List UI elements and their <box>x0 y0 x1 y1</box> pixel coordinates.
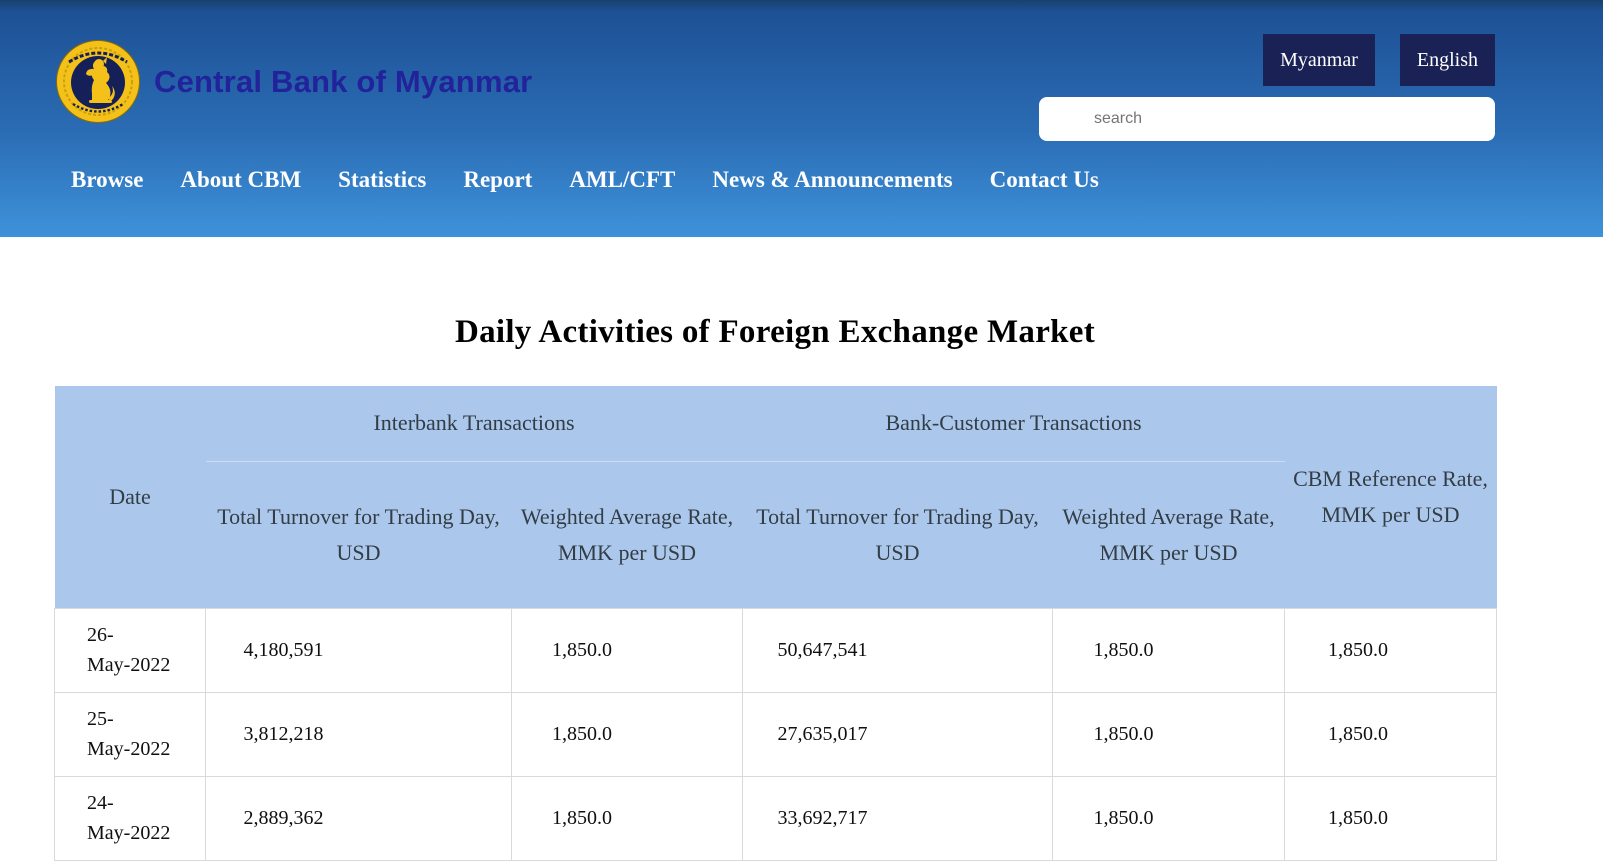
cell-interbank-rate: 1,850.0 <box>511 691 743 777</box>
nav-item-report[interactable]: Report <box>463 167 533 192</box>
page-title: Daily Activities of Foreign Exchange Mar… <box>454 314 1096 350</box>
cell-date: 26- May-2022 <box>54 607 206 693</box>
table-header: Date Interbank Transactions Bank-Custome… <box>54 386 1497 608</box>
cell-interbank-rate: 1,850.0 <box>511 775 743 861</box>
cell-bank-customer-turnover: 33,692,717 <box>742 775 1053 861</box>
date-line2: May-2022 <box>87 822 171 844</box>
column-header-bank-customer-rate: Weighted Average Rate, MMK per USD <box>1052 461 1285 608</box>
cell-interbank-rate: 1,850.0 <box>511 607 743 693</box>
cell-date: 25- May-2022 <box>54 691 206 777</box>
cell-cbm-reference-rate: 1,850.0 <box>1284 607 1497 693</box>
cell-bank-customer-rate: 1,850.0 <box>1052 607 1285 693</box>
fx-daily-activities-table: Date Interbank Transactions Bank-Custome… <box>54 386 1497 861</box>
nav-item-about-cbm[interactable]: About CBM <box>180 167 302 192</box>
cbm-ref-header-line1: CBM Reference Rate, <box>1293 465 1488 491</box>
group-header-interbank: Interbank Transactions <box>205 386 743 462</box>
nav-item-contact-us[interactable]: Contact Us <box>989 167 1099 192</box>
cell-interbank-turnover: 2,889,362 <box>205 775 512 861</box>
cell-date: 24- May-2022 <box>54 775 206 861</box>
date-line2: May-2022 <box>87 654 171 676</box>
site-header: Central Bank of Myanmar Myanmar English … <box>0 0 1603 237</box>
column-header-interbank-turnover: Total Turnover for Trading Day, USD <box>205 461 512 608</box>
cell-cbm-reference-rate: 1,850.0 <box>1284 775 1497 861</box>
table-row: 24- May-2022 2,889,362 1,850.0 33,692,71… <box>54 775 1497 861</box>
turnover-header-line2: USD <box>336 539 381 565</box>
nav-item-news-announcements[interactable]: News & Announcements <box>712 167 953 192</box>
turnover-header-line1: Total Turnover for Trading Day, <box>756 503 1039 529</box>
language-button-english[interactable]: English <box>1399 34 1495 86</box>
table-row: 26- May-2022 4,180,591 1,850.0 50,647,54… <box>54 607 1497 693</box>
rate-header-line1: Weighted Average Rate, <box>1062 503 1275 529</box>
column-header-date: Date <box>54 386 206 608</box>
cell-bank-customer-turnover: 27,635,017 <box>742 691 1053 777</box>
nav-item-statistics[interactable]: Statistics <box>338 167 427 192</box>
date-line1: 24- <box>87 792 114 814</box>
cell-bank-customer-turnover: 50,647,541 <box>742 607 1053 693</box>
cell-cbm-reference-rate: 1,850.0 <box>1284 691 1497 777</box>
date-line2: May-2022 <box>87 738 171 760</box>
rate-header-line2: MMK per USD <box>557 539 697 565</box>
cbm-logo-emblem-icon <box>56 40 140 123</box>
rate-header-line1: Weighted Average Rate, <box>520 503 734 529</box>
turnover-header-line2: USD <box>875 539 920 565</box>
table-body: 26- May-2022 4,180,591 1,850.0 50,647,54… <box>54 607 1497 861</box>
search-input[interactable] <box>1039 97 1495 141</box>
date-line1: 26- <box>87 624 114 646</box>
column-header-interbank-rate: Weighted Average Rate, MMK per USD <box>511 461 743 608</box>
brand-title: Central Bank of Myanmar <box>154 64 533 99</box>
main-content: Daily Activities of Foreign Exchange Mar… <box>54 314 1497 861</box>
main-navigation: Browse About CBM Statistics Report AML/C… <box>71 165 1099 195</box>
cell-bank-customer-rate: 1,850.0 <box>1052 691 1285 777</box>
turnover-header-line1: Total Turnover for Trading Day, <box>217 503 500 529</box>
cell-bank-customer-rate: 1,850.0 <box>1052 775 1285 861</box>
column-header-bank-customer-turnover: Total Turnover for Trading Day, USD <box>742 461 1053 608</box>
date-line1: 25- <box>87 708 114 730</box>
cbm-ref-header-line2: MMK per USD <box>1321 501 1460 527</box>
cbm-logo-icon[interactable] <box>56 40 140 123</box>
language-button-myanmar[interactable]: Myanmar <box>1263 34 1375 86</box>
group-header-bank-customer: Bank-Customer Transactions <box>742 386 1285 462</box>
column-header-cbm-reference-rate: CBM Reference Rate, MMK per USD <box>1284 386 1497 608</box>
language-switcher: Myanmar English <box>1263 34 1495 86</box>
cell-interbank-turnover: 4,180,591 <box>205 607 512 693</box>
rate-header-line2: MMK per USD <box>1099 539 1238 565</box>
nav-item-aml-cft[interactable]: AML/CFT <box>569 167 676 192</box>
nav-item-browse[interactable]: Browse <box>71 167 144 192</box>
table-row: 25- May-2022 3,812,218 1,850.0 27,635,01… <box>54 691 1497 777</box>
cell-interbank-turnover: 3,812,218 <box>205 691 512 777</box>
